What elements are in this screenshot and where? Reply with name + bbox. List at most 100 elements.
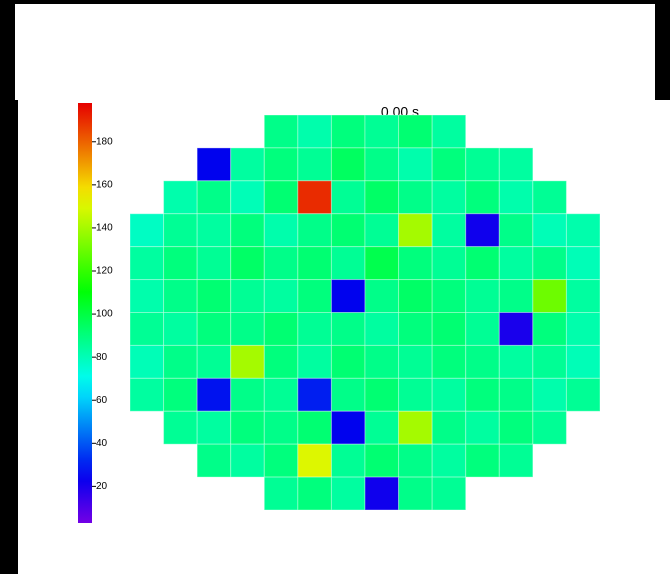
camera-module — [432, 411, 466, 444]
camera-module — [399, 477, 433, 510]
camera-module — [499, 313, 533, 346]
camera-module — [130, 214, 164, 247]
camera-module — [432, 477, 466, 510]
camera-module — [533, 280, 567, 313]
camera-module — [164, 280, 198, 313]
camera-module — [466, 411, 500, 444]
camera-module — [164, 247, 198, 280]
colorbar-tick-label: 120 — [96, 266, 113, 277]
camera-module — [432, 378, 466, 411]
camera-module — [197, 411, 231, 444]
camera-module — [264, 247, 298, 280]
camera-module — [365, 313, 399, 346]
camera-module — [399, 313, 433, 346]
camera-module — [331, 411, 365, 444]
camera-module — [264, 378, 298, 411]
camera-module — [164, 214, 198, 247]
camera-module — [264, 345, 298, 378]
camera-module — [231, 313, 265, 346]
camera-module — [499, 280, 533, 313]
camera-module — [331, 247, 365, 280]
camera-module — [466, 148, 500, 181]
camera-module — [399, 411, 433, 444]
camera-module — [231, 444, 265, 477]
colorbar-tick-label: 40 — [96, 438, 108, 449]
camera-module — [499, 247, 533, 280]
camera-module — [231, 345, 265, 378]
camera-module — [432, 280, 466, 313]
camera-module — [533, 247, 567, 280]
camera-module — [533, 214, 567, 247]
camera-module — [566, 345, 600, 378]
camera-module — [298, 378, 332, 411]
camera-module — [365, 444, 399, 477]
camera-module — [466, 214, 500, 247]
camera-module — [399, 181, 433, 214]
camera-module — [264, 148, 298, 181]
camera-module — [130, 280, 164, 313]
camera-module — [231, 148, 265, 181]
camera-module — [399, 115, 433, 148]
camera-module — [432, 444, 466, 477]
camera-module — [264, 313, 298, 346]
camera-module — [231, 378, 265, 411]
colorbar-tick-label: 160 — [96, 179, 113, 190]
camera-module — [331, 378, 365, 411]
camera-module — [197, 148, 231, 181]
camera-module — [365, 345, 399, 378]
camera-module — [197, 214, 231, 247]
camera-module — [466, 313, 500, 346]
camera-module — [533, 378, 567, 411]
camera-module — [298, 247, 332, 280]
camera-module — [130, 247, 164, 280]
camera-module — [231, 247, 265, 280]
camera-module — [197, 181, 231, 214]
camera-module — [298, 313, 332, 346]
camera-module — [432, 214, 466, 247]
camera-module — [197, 247, 231, 280]
camera-module — [466, 181, 500, 214]
camera-module — [197, 313, 231, 346]
camera-module — [499, 444, 533, 477]
camera-module — [365, 280, 399, 313]
camera-module — [466, 280, 500, 313]
camera-module — [566, 378, 600, 411]
camera-module — [331, 115, 365, 148]
camera-module — [365, 477, 399, 510]
camera-module — [331, 280, 365, 313]
colorbar-tick-label: 20 — [96, 481, 108, 492]
camera-module — [331, 214, 365, 247]
camera-module — [298, 411, 332, 444]
camera-module — [399, 345, 433, 378]
camera-module — [231, 411, 265, 444]
camera-module — [399, 444, 433, 477]
camera-module — [231, 280, 265, 313]
camera-module — [399, 378, 433, 411]
camera-module — [432, 181, 466, 214]
camera-module — [566, 313, 600, 346]
camera-module — [432, 247, 466, 280]
camera-module — [197, 444, 231, 477]
camera-module — [130, 313, 164, 346]
camera-module — [499, 148, 533, 181]
camera-module — [499, 411, 533, 444]
camera-module — [164, 345, 198, 378]
camera-module — [164, 181, 198, 214]
camera-module — [399, 148, 433, 181]
camera-module — [365, 148, 399, 181]
camera-module — [130, 378, 164, 411]
camera-module — [499, 345, 533, 378]
camera-module — [298, 345, 332, 378]
camera-module — [264, 444, 298, 477]
camera-display: 0.00 s 20406080100120140160180 — [0, 0, 670, 574]
camera-module — [264, 214, 298, 247]
camera-module — [331, 444, 365, 477]
page: 0.00 s 20406080100120140160180 (() => { … — [0, 0, 670, 574]
camera-module — [466, 345, 500, 378]
camera-module — [264, 477, 298, 510]
camera-module — [365, 247, 399, 280]
camera-module — [331, 148, 365, 181]
camera-module — [231, 181, 265, 214]
camera-module — [432, 313, 466, 346]
camera-module — [533, 181, 567, 214]
